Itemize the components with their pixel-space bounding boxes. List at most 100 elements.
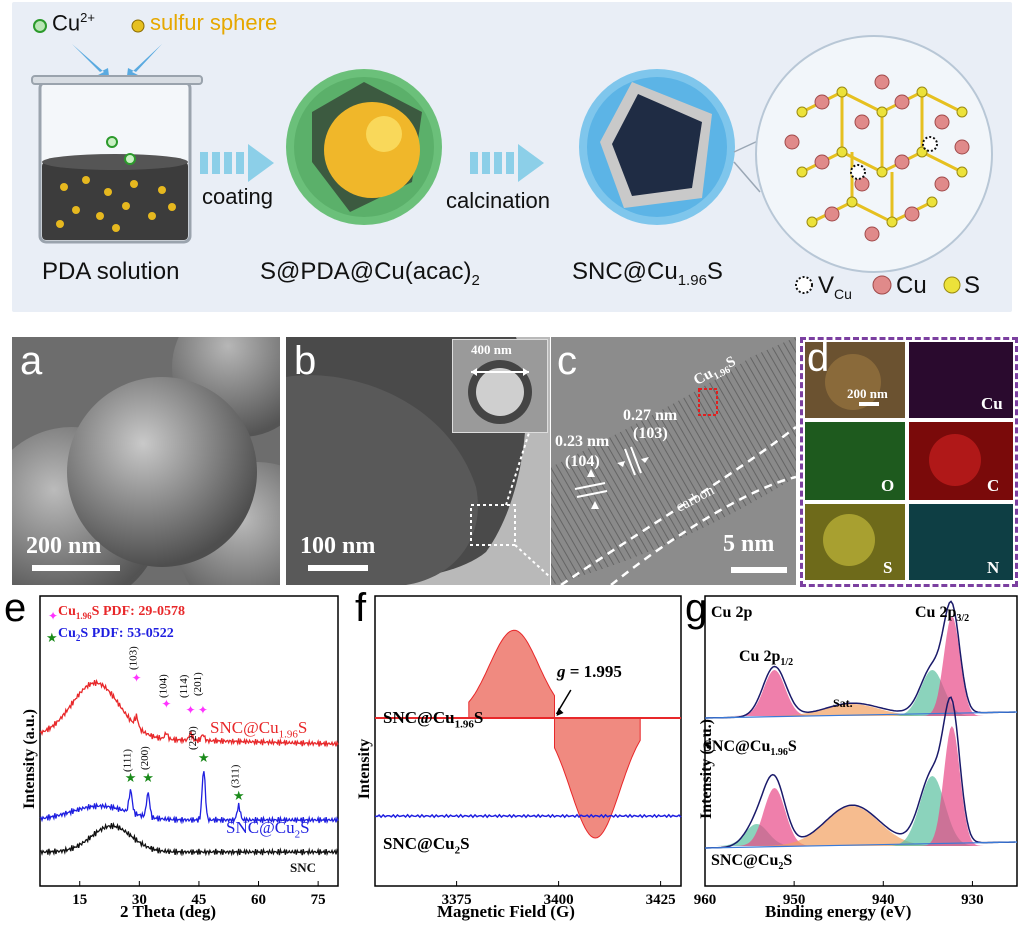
annotation: Cu 2p [711,604,753,621]
xps-component [886,670,979,716]
annotation: Cu 2p1/2 [739,648,794,669]
element-label: O [881,476,895,495]
xps-background [704,841,1018,849]
inflow-arrow-icon [126,44,162,84]
xps-component [745,806,960,846]
vacancy-icon [795,276,813,294]
process-arrow-icon [200,144,274,182]
xrd-series-line [39,771,339,825]
x-axis-label: Magnetic Field (G) [437,902,575,921]
plot-frame [374,595,682,887]
scale-bar-label: 200 nm [847,386,888,401]
peak-marker: ✦ [132,671,142,685]
element-label: N [987,558,1000,577]
panel-label: f [355,586,367,630]
panel-label: c [557,339,577,383]
element-label: Cu [981,394,1003,413]
series-label: SNC [290,860,317,875]
xps-component [731,670,818,716]
hkl-label: (201) [192,672,204,696]
xrd-series-line [39,821,339,857]
epr-series-fill [468,629,556,719]
peak-marker: ★ [125,770,137,785]
xps-component [745,704,960,716]
synthesis-schematic: Cu2+ sulfur sphere PDA solution coating … [12,2,1012,312]
legend-marker: ★ [46,630,58,645]
peak-marker: ★ [198,750,210,765]
panel-a-sem-image: a 200 nm [12,337,280,585]
legend-entry: Cu2S PDF: 53-0522 [58,626,174,643]
peak-marker: ✦ [161,697,171,711]
legend-sulfur-sphere: sulfur sphere [150,10,278,35]
series-label: SNC@Cu1.96S [703,738,797,759]
cu-atom-icon [872,275,892,295]
hkl-label: (103) [633,425,668,442]
x-tick-label: 940 [872,892,895,908]
x-tick-label: 60 [251,892,266,908]
hkl-label: (111) [122,749,134,772]
panel-b-tem-image: 400 nm b 100 nm [286,337,550,585]
element-label: C [987,476,1000,495]
x-axis-label: Binding energy (eV) [765,902,912,921]
series-label: SNC@Cu1.96S [210,718,308,741]
panel-label: b [294,339,317,383]
panel-f-epr-chart: 3375 3400 3425 f g = 1.995 SNC@Cu1.96S SNC… [345,586,685,926]
g-arrow-head [556,708,564,716]
xrd-series-line [39,678,339,748]
eds-map-overlay [805,342,905,418]
x-tick-label: 3425 [646,892,676,908]
series-label: SNC@Cu2S [383,834,470,857]
scale-bar-label: 200 nm [26,533,102,559]
core-shell-sphere-icon [286,69,442,225]
eds-map-cu [909,342,1013,418]
step1-label: PDA solution [42,258,180,285]
series-label: SNC@Cu1.96S [383,708,484,731]
hkl-label: (311) [230,764,242,788]
plot-frame [39,595,339,887]
xps-background [704,711,1018,719]
legend-entry: Cu1.96S PDF: 29-0578 [58,604,185,621]
annotation: Sat. [833,696,853,710]
hollow-sphere-icon [579,69,735,225]
legend-cu-ion: Cu2+ [52,10,95,36]
eds-map-n [909,504,1013,580]
panel-label: d [807,336,830,380]
xps-component [882,776,983,846]
sulfur-sphere-icon [131,19,145,33]
panel-g-xps-chart: 960 950 940 930 g Cu 2p Cu 2p3/2 Cu 2p1/2 S… [685,586,1020,926]
x-tick-label: 3375 [442,892,472,908]
eds-map-o [805,422,905,500]
panel-label: g [685,586,708,630]
hkl-label: (104) [157,674,169,698]
x-tick-label: 950 [783,892,806,908]
panel-d-eds-maps: d 200 nm Cu O C S N [800,336,1018,587]
s-atom-icon [943,276,961,294]
beaker-icon [31,75,203,244]
annotation: Cu 2p3/2 [915,604,970,625]
panel-c-hrtem-image: c 0.27 nm (103) 0.23 nm (104) Cu1.96S ca… [551,337,796,585]
step3-label: SNC@Cu1.96S [572,258,723,289]
x-axis-label: 2 Theta (deg) [120,902,217,921]
y-axis-label: Intensity [356,738,373,800]
step2-label: S@PDA@Cu(acac)2 [260,258,480,289]
legend-vacancy: VCu [818,272,852,302]
hkl-label: (200) [139,746,151,770]
eds-map-c [909,422,1013,500]
eds-map-s [805,504,905,580]
y-axis-label: Intensity (a.u.) [698,719,715,820]
peak-marker: ★ [233,788,245,803]
scale-bar-label: 5 nm [723,531,775,557]
series-label: SNC@Cu2S [226,818,310,841]
x-tick-label: 15 [72,892,87,908]
hkl-label: (114) [178,674,190,698]
peak-marker: ★ [142,770,154,785]
g-value-label: g = 1.995 [557,662,622,681]
calcination-label: calcination [446,188,550,213]
hkl-label: (103) [128,646,140,670]
panel-label: a [20,339,43,383]
x-tick-label: 3400 [544,892,574,908]
coating-label: coating [202,184,273,209]
scale-bar-label: 100 nm [300,533,376,559]
inset-image: 400 nm [452,339,548,433]
inflow-arrow-icon [72,44,110,84]
